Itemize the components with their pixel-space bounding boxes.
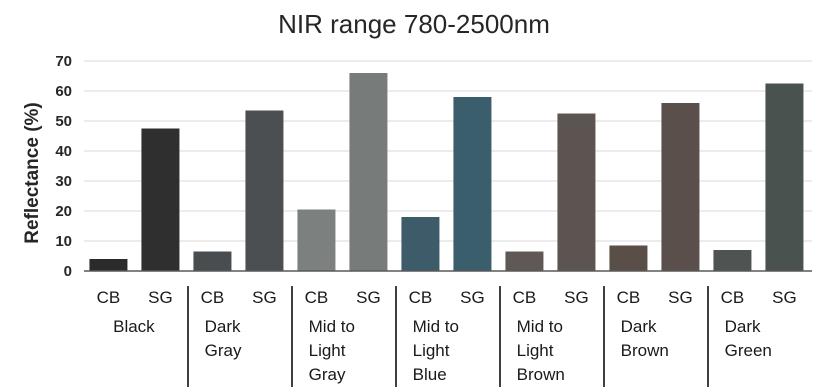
group-label-line: Green <box>725 341 772 360</box>
group-label-line: Blue <box>413 365 447 384</box>
sub-category-label: SG <box>252 288 277 307</box>
group-label-line: Light <box>517 341 554 360</box>
sub-category-label: SG <box>564 288 589 307</box>
bar-cb-group-5 <box>505 251 544 271</box>
bar-cb-group-1 <box>89 259 128 271</box>
y-axis-label: Reflectance (%) <box>22 102 43 244</box>
group-label-line: Mid to <box>413 317 459 336</box>
bar-cb-group-6 <box>609 245 648 271</box>
sub-category-label: SG <box>148 288 173 307</box>
sub-category-label: CB <box>721 288 745 307</box>
group-label-line: Brown <box>517 365 565 384</box>
group-label-line: Mid to <box>517 317 563 336</box>
sub-category-label: SG <box>356 288 381 307</box>
bar-cb-group-4 <box>401 217 440 271</box>
group-label-line: Gray <box>309 365 346 384</box>
group-label-line: Mid to <box>309 317 355 336</box>
sub-category-label: SG <box>668 288 693 307</box>
y-tick-label: 50 <box>55 113 72 130</box>
y-tick-label: 10 <box>55 233 72 250</box>
group-label-line: Dark <box>621 317 657 336</box>
y-tick-label: 20 <box>55 203 72 220</box>
bar-cb-group-3 <box>297 209 336 271</box>
sub-category-label: CB <box>201 288 225 307</box>
bar-sg-group-5 <box>557 113 596 271</box>
y-tick-label: 30 <box>55 173 72 190</box>
y-tick-label: 70 <box>55 53 72 70</box>
gridlines <box>84 60 812 242</box>
sub-category-label: CB <box>617 288 641 307</box>
bars <box>89 73 804 271</box>
bar-sg-group-4 <box>453 97 492 271</box>
y-tick-label: 40 <box>55 143 72 160</box>
sub-category-label: CB <box>97 288 121 307</box>
y-axis-ticks: 0 10 20 30 40 50 60 70 <box>55 53 72 280</box>
y-tick-label: 60 <box>55 83 72 100</box>
sub-category-label: CB <box>305 288 329 307</box>
bar-sg-group-6 <box>661 103 700 271</box>
bar-sg-group-2 <box>245 110 284 271</box>
group-label-line: Black <box>113 317 155 336</box>
sub-category-label: CB <box>409 288 433 307</box>
group-label-line: Light <box>309 341 346 360</box>
sub-category-label: SG <box>772 288 797 307</box>
group-label-line: Dark <box>725 317 761 336</box>
group-label-line: Gray <box>205 341 242 360</box>
bar-sg-group-3 <box>349 73 388 271</box>
sub-category-label: SG <box>460 288 485 307</box>
group-label-line: Light <box>413 341 450 360</box>
bar-cb-group-2 <box>193 251 232 271</box>
sub-category-label: CB <box>513 288 537 307</box>
group-label-line: Dark <box>205 317 241 336</box>
bar-sg-group-1 <box>141 128 180 271</box>
bar-sg-group-7 <box>765 83 804 271</box>
y-tick-label: 0 <box>64 263 72 280</box>
chart-title: NIR range 780-2500nm <box>278 9 550 39</box>
group-label-line: Brown <box>621 341 669 360</box>
bar-cb-group-7 <box>713 250 752 271</box>
